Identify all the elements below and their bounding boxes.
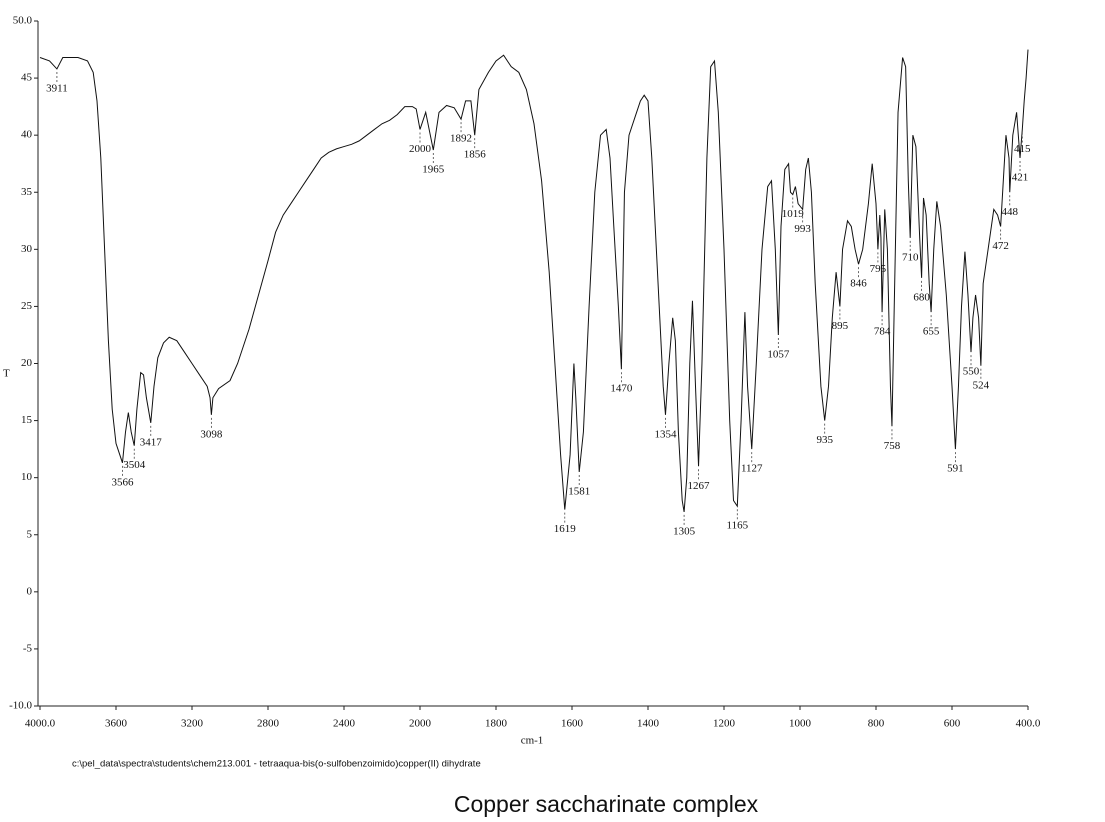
peak-label: 1892 [450, 133, 472, 145]
x-tick-label: 3600 [105, 718, 128, 730]
peak-label: 655 [923, 326, 940, 338]
peak-label: 2000 [409, 143, 432, 155]
y-tick-label: 40 [21, 129, 33, 141]
y-tick-label: 30 [21, 243, 33, 255]
peak-label: 758 [884, 440, 901, 452]
peak-label: 1619 [554, 523, 577, 535]
peak-label: 795 [870, 263, 887, 275]
y-tick-label: -5 [23, 642, 33, 654]
peak-label: 1267 [688, 480, 711, 492]
peak-label: 3566 [111, 476, 134, 488]
y-tick-label: 45 [21, 72, 33, 84]
x-tick-label: 4000.0 [25, 718, 56, 730]
peak-label: 1127 [741, 463, 763, 475]
peak-label: 1354 [654, 428, 677, 440]
peak-label: 415 [1014, 143, 1031, 155]
peak-label: 550 [963, 366, 980, 378]
x-tick-label: 1800 [485, 718, 508, 730]
x-tick-label: 600 [944, 718, 961, 730]
peak-label: 472 [992, 240, 1009, 252]
peak-label: 710 [902, 251, 919, 263]
x-tick-label: 1000 [789, 718, 812, 730]
x-tick-label: 400.0 [1016, 718, 1041, 730]
peak-label: 3911 [46, 82, 68, 94]
y-tick-label: 0 [27, 585, 33, 597]
peak-label: 1856 [464, 149, 487, 161]
y-tick-label: 10 [21, 471, 33, 483]
peak-label: 680 [913, 291, 930, 303]
y-tick-label: 25 [21, 300, 33, 312]
peak-label: 1581 [568, 485, 590, 497]
x-tick-label: 1200 [713, 718, 736, 730]
peak-label: 784 [874, 326, 891, 338]
x-tick-label: 1600 [561, 718, 584, 730]
peak-label: 935 [816, 434, 833, 446]
y-tick-label: 20 [21, 357, 33, 369]
peak-label: 993 [794, 223, 811, 235]
x-tick-label: 1400 [637, 718, 660, 730]
peak-label: 3098 [200, 428, 223, 440]
peak-label: 846 [850, 278, 867, 290]
peak-label: 1165 [727, 520, 749, 532]
peak-label: 895 [832, 320, 849, 332]
y-tick-label: 15 [21, 414, 33, 426]
y-tick-label: 35 [21, 186, 33, 198]
peak-label: 1470 [610, 383, 633, 395]
x-tick-label: 800 [868, 718, 885, 730]
peak-label: 3417 [140, 436, 163, 448]
y-axis-label: T [3, 368, 10, 380]
peak-label: 3504 [123, 459, 146, 471]
y-tick-label: -10.0 [9, 700, 32, 712]
peak-label: 1057 [767, 348, 790, 360]
x-tick-label: 2800 [257, 718, 280, 730]
peak-label: 1305 [673, 525, 696, 537]
peak-label: 591 [947, 463, 964, 475]
peak-label: 448 [1002, 206, 1019, 218]
y-tick-label: 5 [27, 528, 33, 540]
peak-label: 524 [973, 379, 990, 391]
y-tick-label: 50.0 [13, 15, 33, 27]
x-tick-label: 3200 [181, 718, 204, 730]
caption: Copper saccharinate complex [454, 791, 759, 817]
spectrum-trace [39, 49, 1029, 513]
x-tick-label: 2000 [409, 718, 432, 730]
peak-label: 1019 [782, 208, 805, 220]
x-tick-label: 2400 [333, 718, 356, 730]
peak-label: 1965 [422, 164, 445, 176]
x-axis-label: cm-1 [521, 735, 544, 747]
footer-path: c:\pel_data\spectra\students\chem213.001… [72, 759, 481, 770]
peak-label: 421 [1012, 172, 1029, 184]
